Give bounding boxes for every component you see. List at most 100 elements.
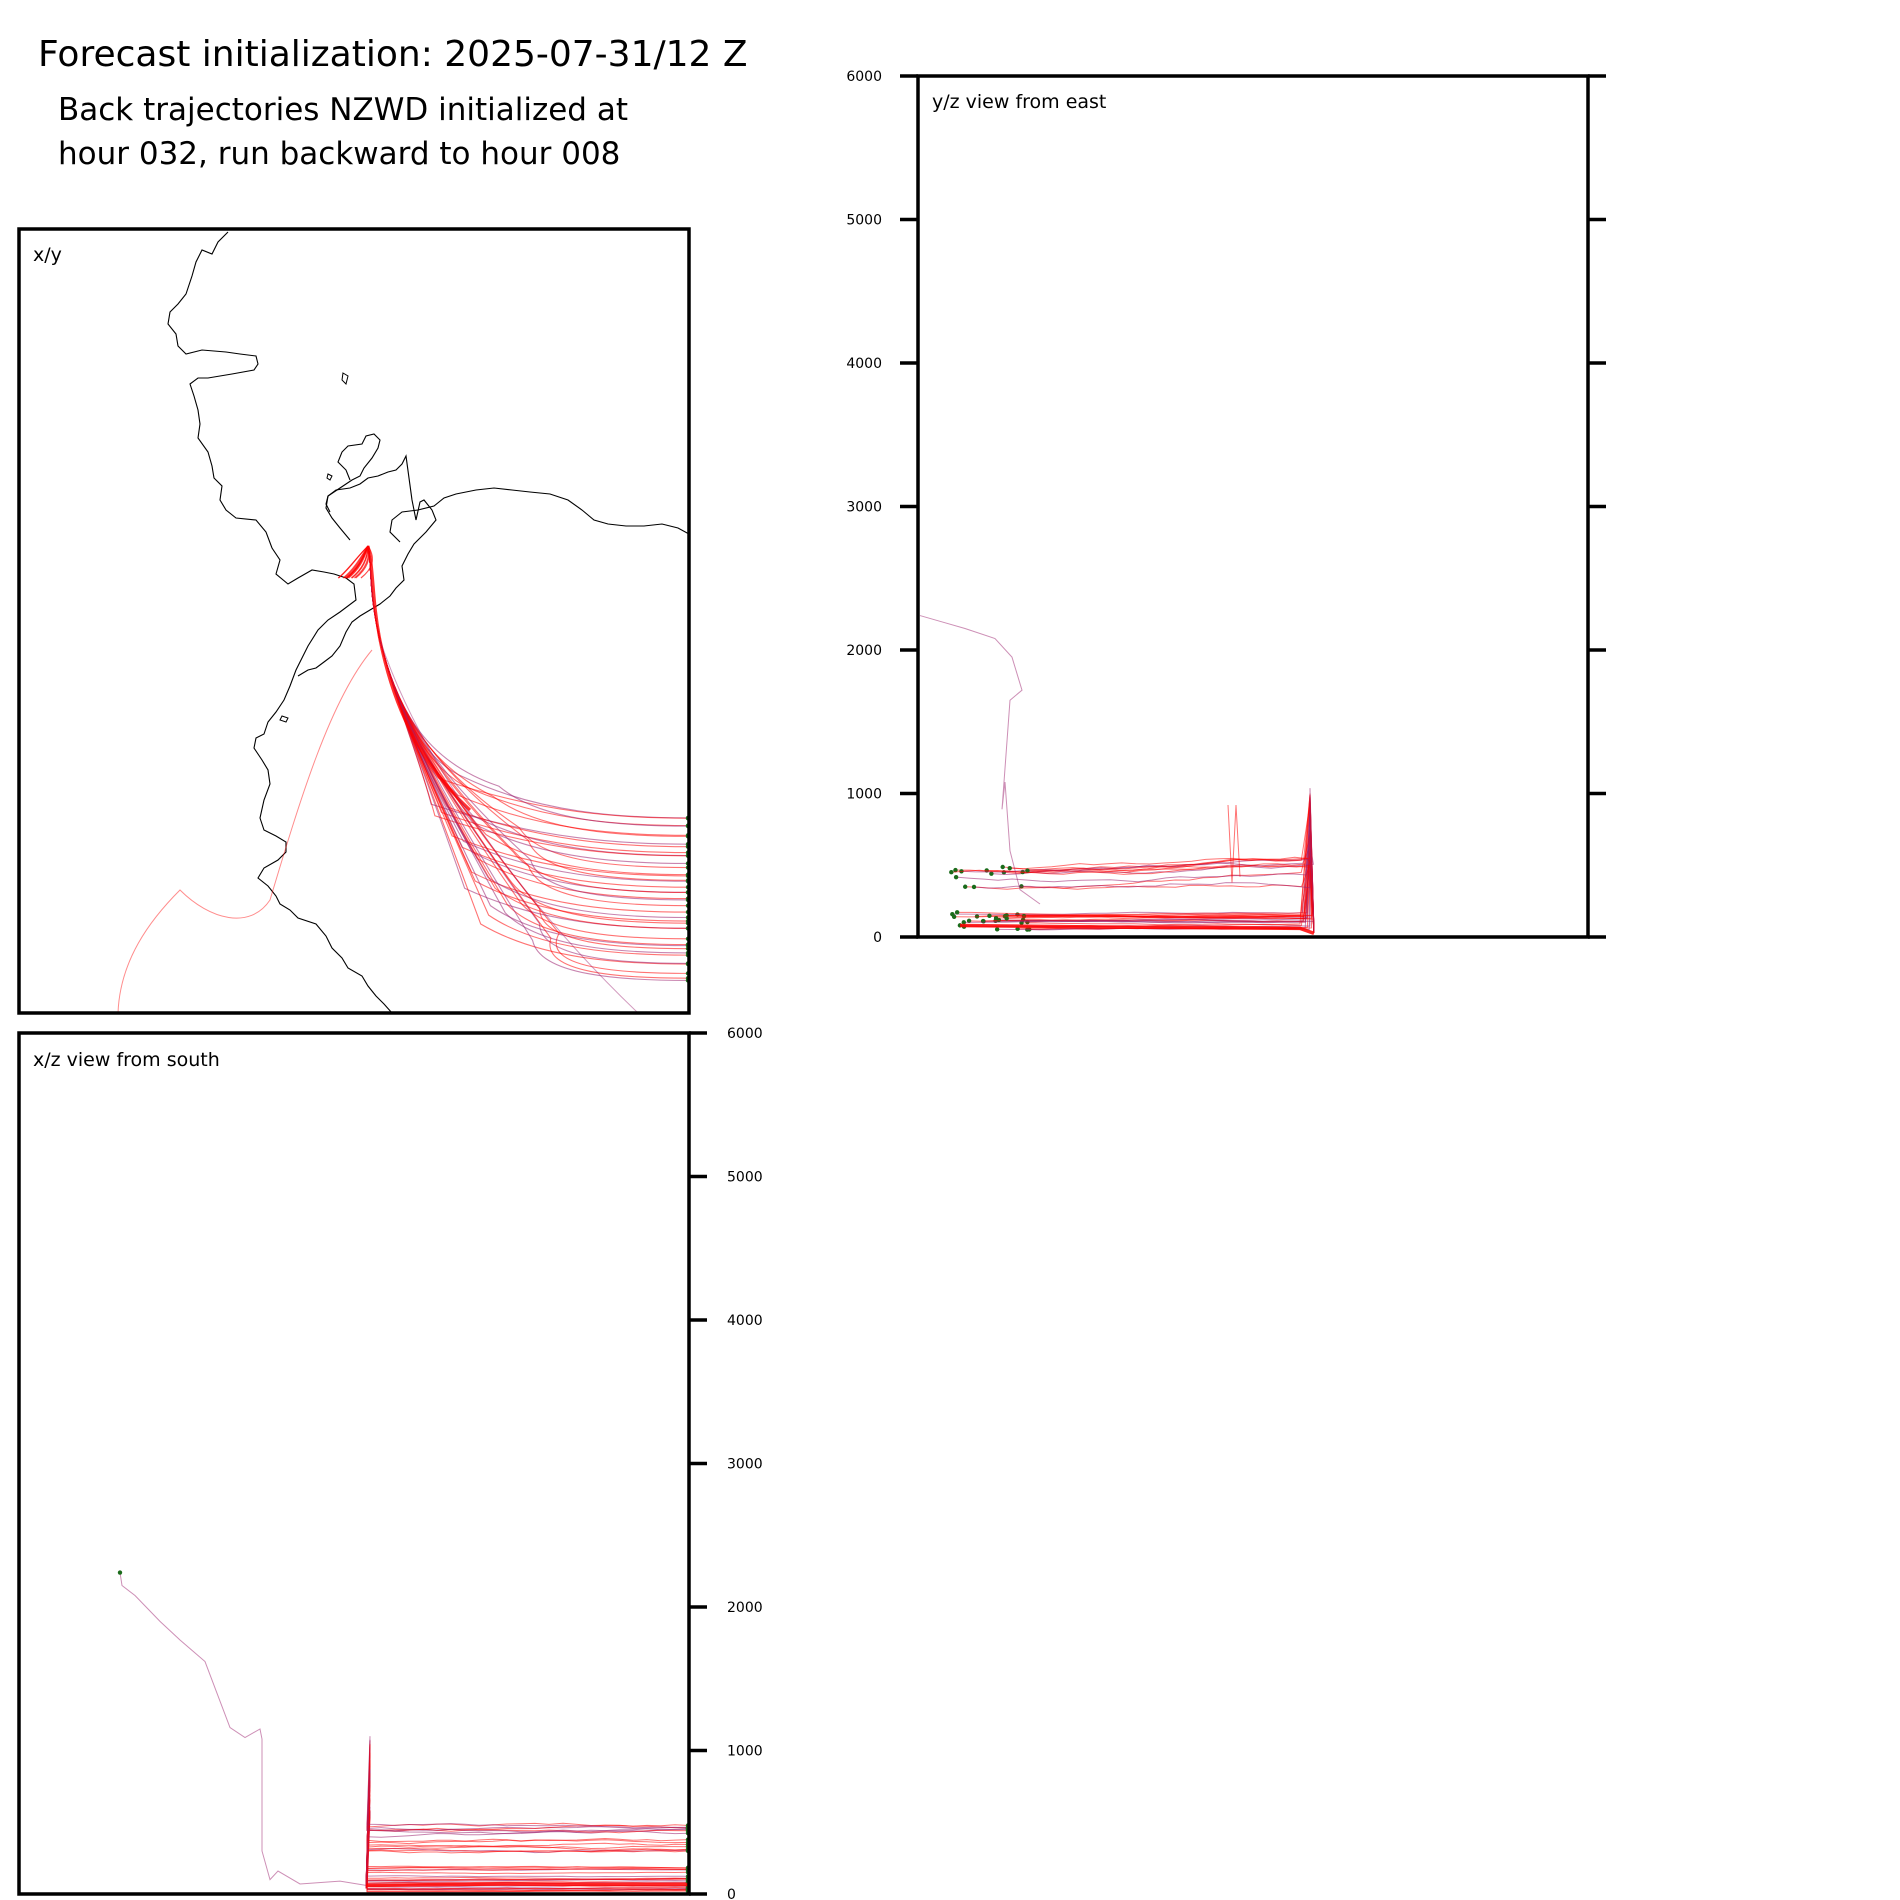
xz-trajectory-line bbox=[365, 1768, 689, 1889]
xy-trajectory-line bbox=[367, 545, 689, 877]
coastline-west bbox=[167, 231, 393, 1013]
xz-trajectory-line bbox=[365, 1760, 689, 1889]
yz-trajectory-endpoint bbox=[949, 870, 954, 875]
yz-trajectory-outlier bbox=[919, 615, 1041, 905]
yz-trajectory-endpoint bbox=[994, 927, 1000, 932]
panel-xz-frame bbox=[17, 1031, 691, 1896]
panel-xy-label: x/y bbox=[33, 244, 62, 266]
yz-trajectory-line bbox=[983, 851, 1315, 933]
xy-trajectory-line bbox=[337, 545, 369, 579]
yz-trajectory-endpoint bbox=[961, 920, 966, 925]
coastline-islet-1 bbox=[341, 372, 349, 385]
coastline-islet-2 bbox=[326, 473, 333, 481]
xz-trajectory-line bbox=[365, 1777, 689, 1889]
xy-trajectory-line bbox=[367, 545, 689, 837]
xz-trajectory-line bbox=[365, 1811, 689, 1889]
xz-trajectory-line bbox=[365, 1784, 689, 1889]
ytick-label-1000: 1000 bbox=[846, 787, 882, 803]
ytick-label-3000: 3000 bbox=[846, 500, 882, 516]
ytick-label-2000: 2000 bbox=[727, 1600, 763, 1616]
figure-subtitle-line-2: hour 032, run backward to hour 008 bbox=[58, 136, 620, 172]
xy-trajectory-line bbox=[367, 545, 689, 819]
yz-trajectory-endpoint bbox=[1007, 865, 1012, 871]
xz-trajectory-line bbox=[365, 1780, 689, 1889]
yz-trajectory-endpoint bbox=[989, 871, 994, 876]
yz-trajectory-core bbox=[959, 923, 1315, 936]
xy-trajectory-line bbox=[367, 545, 689, 857]
xy-trajectory-line bbox=[367, 545, 689, 848]
yz-trajectory-line bbox=[965, 835, 1315, 933]
xy-trajectory-line bbox=[367, 545, 689, 845]
xz-trajectory-line bbox=[365, 1780, 689, 1889]
panel-xy-frame bbox=[17, 227, 691, 1015]
panel-xy: x/y bbox=[17, 227, 691, 1015]
xz-trajectory-line bbox=[365, 1743, 689, 1889]
xy-trajectory-line bbox=[367, 545, 689, 982]
xy-trajectory-line bbox=[367, 545, 689, 854]
yz-trajectory-endpoint bbox=[993, 915, 999, 921]
yz-trajectory-endpoint bbox=[971, 884, 977, 890]
xy-trajectory-line bbox=[367, 545, 689, 836]
yz-trajectory-line bbox=[973, 788, 1315, 933]
yz-trajectory-line bbox=[956, 835, 1315, 933]
xy-trajectory-outlier bbox=[379, 639, 639, 1013]
xy-trajectories bbox=[117, 545, 689, 1013]
yz-trajectory-line bbox=[1009, 795, 1315, 933]
yz-trajectory-line bbox=[1027, 857, 1315, 933]
ytick-label-5000: 5000 bbox=[727, 1170, 763, 1186]
yz-trajectory-endpoint bbox=[953, 867, 958, 873]
figure-subtitle-line-1: Back trajectories NZWD initialized at bbox=[58, 92, 628, 128]
xz-trajectory-line bbox=[365, 1812, 689, 1889]
xz-trajectory-endpoint bbox=[117, 1570, 123, 1575]
yz-trajectory-line bbox=[1002, 845, 1315, 933]
yz-trajectory-spike bbox=[1227, 804, 1241, 883]
xy-trajectory-line bbox=[367, 545, 689, 979]
ytick-label-2000: 2000 bbox=[846, 643, 882, 659]
figure-title: Forecast initialization: 2025-07-31/12 Z bbox=[38, 34, 748, 75]
xy-trajectory-line bbox=[367, 545, 689, 881]
yz-trajectory-line bbox=[1006, 855, 1315, 933]
xz-trajectory-line bbox=[365, 1739, 689, 1889]
xz-trajectory-line bbox=[365, 1789, 689, 1889]
ytick-label-4000: 4000 bbox=[846, 356, 882, 372]
xz-trajectory-line bbox=[365, 1753, 689, 1889]
yz-trajectory-endpoint bbox=[987, 913, 992, 919]
yz-trajectory-line bbox=[989, 868, 1315, 933]
panel-yz-frame bbox=[916, 74, 1590, 939]
ytick-label-0: 0 bbox=[873, 930, 882, 946]
xy-trajectory-core bbox=[366, 545, 472, 812]
yz-trajectory-endpoint bbox=[954, 910, 960, 915]
ytick-label-6000: 6000 bbox=[727, 1026, 763, 1042]
xz-trajectory-line bbox=[365, 1773, 689, 1893]
xz-trajectory-line bbox=[365, 1760, 689, 1889]
xy-trajectory-line bbox=[367, 545, 689, 819]
yz-trajectory-line bbox=[957, 869, 1315, 933]
xy-trajectory-line bbox=[367, 545, 689, 827]
coastline-north-shore bbox=[389, 487, 689, 543]
yz-trajectory-endpoint bbox=[1004, 916, 1009, 921]
xz-trajectory-line bbox=[365, 1794, 689, 1889]
panel-yz-label: y/z view from east bbox=[932, 91, 1106, 113]
yz-trajectory-line bbox=[996, 867, 1315, 933]
yz-trajectory-line bbox=[963, 875, 1315, 933]
xz-trajectory-line bbox=[365, 1743, 689, 1889]
ytick-label-1000: 1000 bbox=[727, 1744, 763, 1760]
xz-trajectory-line bbox=[365, 1771, 689, 1889]
yz-trajectory-endpoint bbox=[962, 884, 968, 889]
ytick-label-3000: 3000 bbox=[727, 1457, 763, 1473]
coastline-islet-3 bbox=[279, 715, 289, 723]
xz-trajectory-line bbox=[365, 1811, 689, 1889]
panel-xz: 0 1000 2000 3000 4000 5000 6000 x/z view from … bbox=[17, 1026, 763, 1900]
xz-trajectories bbox=[117, 1570, 689, 1894]
xz-trajectory-line bbox=[365, 1773, 689, 1889]
yz-trajectory-endpoint bbox=[1000, 864, 1005, 870]
coastline-inner-harbour bbox=[325, 433, 381, 513]
xz-trajectory-line bbox=[365, 1736, 689, 1889]
yz-trajectory-endpoint bbox=[953, 874, 959, 880]
xz-axis-ticks: 0 1000 2000 3000 4000 5000 6000 bbox=[689, 1026, 763, 1900]
panel-yz: 0 1000 2000 3000 4000 5000 6000 y/z view from … bbox=[846, 69, 1606, 946]
xy-trajectory-line bbox=[367, 545, 689, 888]
yz-trajectory-line bbox=[951, 803, 1315, 933]
xz-trajectory-outlier bbox=[119, 1572, 367, 1886]
